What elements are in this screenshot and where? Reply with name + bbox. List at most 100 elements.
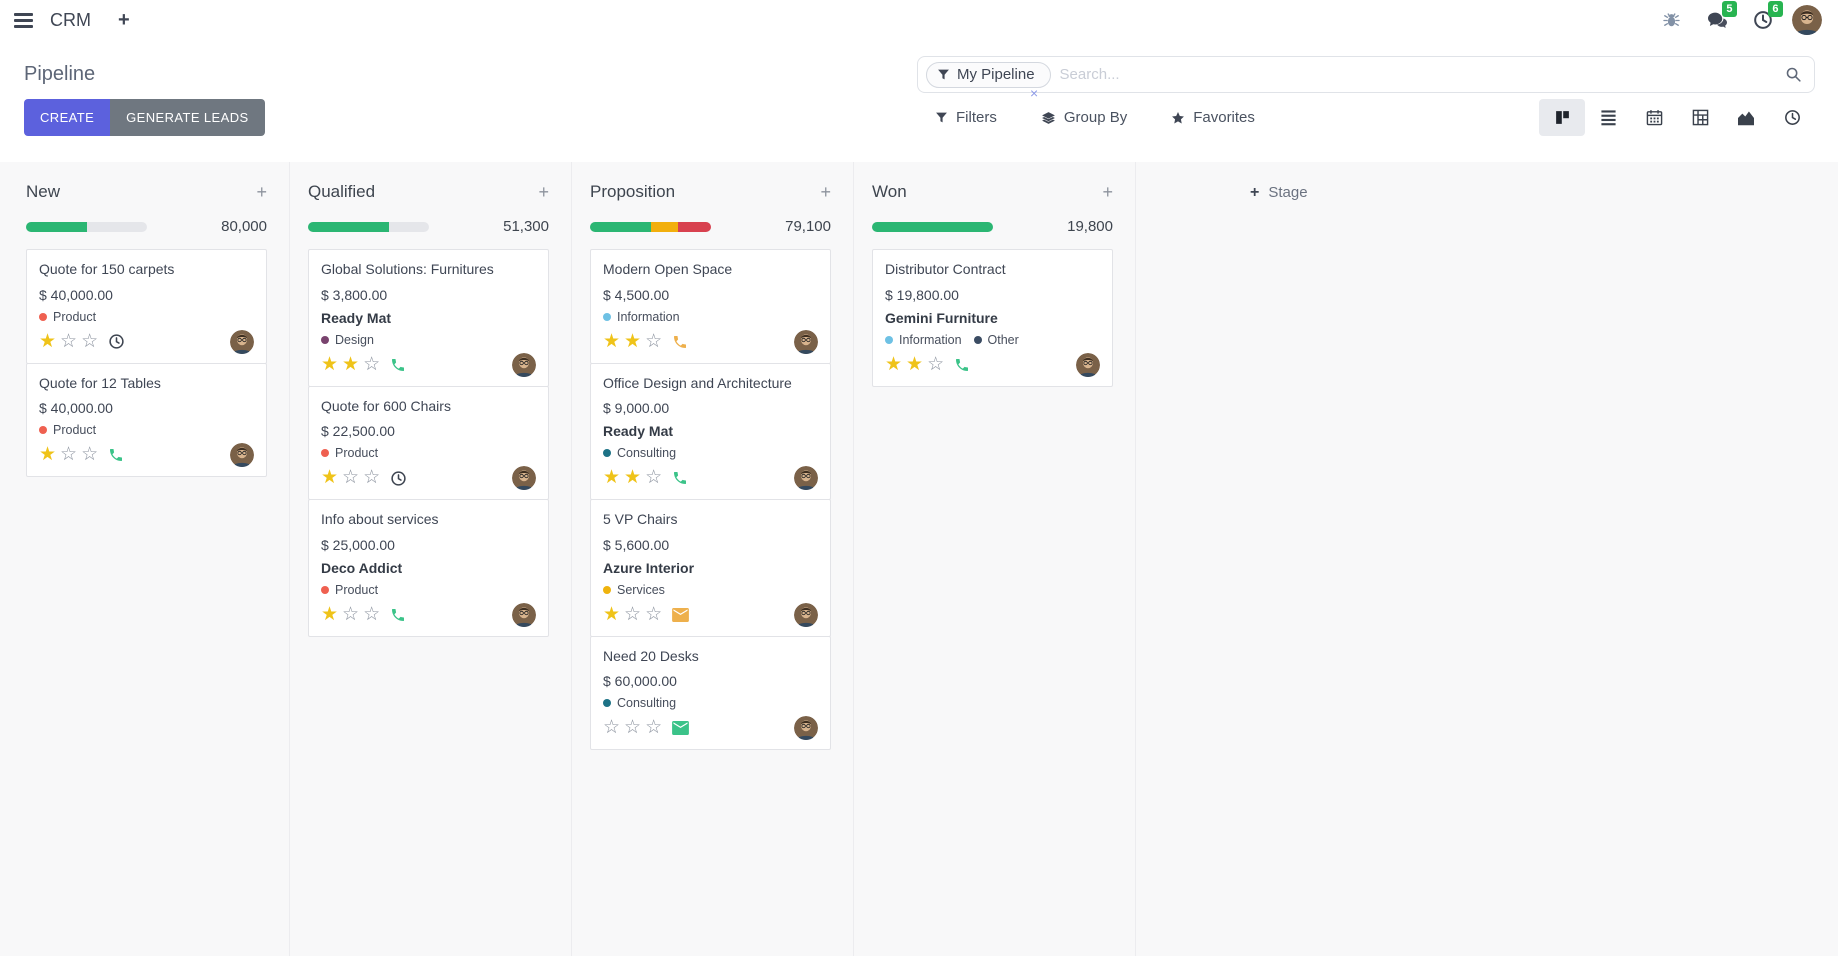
kanban-card[interactable]: Info about services $ 25,000.00 Deco Addic… bbox=[308, 499, 549, 637]
kanban-view-button[interactable] bbox=[1539, 99, 1585, 136]
graph-view-button[interactable] bbox=[1723, 99, 1769, 136]
add-card-button[interactable]: + bbox=[1102, 182, 1113, 202]
kanban-card[interactable]: Office Design and Architecture $ 9,000.00… bbox=[590, 362, 831, 500]
kanban-card[interactable]: Quote for 600 Chairs $ 22,500.00 Product ★ ☆… bbox=[308, 385, 549, 500]
star-icon[interactable]: ☆ bbox=[624, 603, 642, 625]
search-facet[interactable]: My Pipeline bbox=[926, 61, 1051, 88]
activity-view-button[interactable] bbox=[1769, 99, 1815, 136]
envelope-icon[interactable] bbox=[672, 721, 690, 735]
clock-icon[interactable] bbox=[108, 333, 125, 350]
column-progress-bar[interactable] bbox=[308, 221, 429, 232]
clock-icon[interactable] bbox=[390, 470, 407, 487]
star-icon[interactable]: ☆ bbox=[927, 353, 945, 375]
generate-leads-button[interactable]: GENERATE LEADS bbox=[110, 99, 265, 136]
assignee-avatar[interactable] bbox=[794, 716, 818, 740]
star-icon[interactable]: ★ bbox=[321, 353, 339, 375]
card-amount: $ 3,800.00 bbox=[321, 286, 388, 303]
kanban-card[interactable]: Quote for 150 carpets $ 40,000.00 Product ★… bbox=[26, 249, 267, 364]
star-icon[interactable]: ☆ bbox=[363, 353, 381, 375]
menu-toggle-icon[interactable] bbox=[12, 9, 35, 32]
phone-icon[interactable] bbox=[672, 334, 688, 350]
star-icon[interactable]: ☆ bbox=[645, 717, 663, 738]
create-button[interactable]: CREATE bbox=[24, 99, 111, 136]
facet-remove-icon[interactable]: × bbox=[1030, 85, 1039, 101]
star-icon[interactable]: ☆ bbox=[363, 603, 381, 625]
search-bar[interactable]: My Pipeline × bbox=[917, 56, 1815, 100]
assignee-avatar[interactable] bbox=[794, 466, 818, 490]
kanban-card[interactable]: Distributor Contract $ 19,800.00 Gemini Fu… bbox=[872, 249, 1113, 387]
bug-icon[interactable] bbox=[1654, 6, 1688, 34]
star-icon[interactable]: ☆ bbox=[60, 444, 78, 465]
star-icon[interactable]: ★ bbox=[342, 353, 360, 375]
star-icon[interactable]: ★ bbox=[321, 603, 339, 625]
star-icon[interactable]: ☆ bbox=[624, 717, 642, 738]
assignee-avatar[interactable] bbox=[1076, 352, 1100, 377]
star-icon[interactable]: ★ bbox=[885, 353, 903, 375]
card-title: Office Design and Architecture bbox=[603, 374, 792, 391]
phone-icon[interactable] bbox=[672, 470, 688, 486]
assignee-avatar[interactable] bbox=[230, 329, 254, 354]
star-icon[interactable]: ☆ bbox=[645, 603, 663, 625]
phone-icon[interactable] bbox=[390, 357, 406, 373]
card-amount: $ 60,000.00 bbox=[603, 673, 677, 689]
column-progress-bar[interactable] bbox=[872, 221, 993, 232]
star-icon[interactable]: ★ bbox=[39, 330, 57, 352]
assignee-avatar[interactable] bbox=[230, 443, 254, 467]
add-card-button[interactable]: + bbox=[256, 182, 267, 202]
favorites-menu-label: Favorites bbox=[1193, 109, 1255, 126]
search-icon[interactable] bbox=[1785, 66, 1802, 83]
kanban-card[interactable]: Global Solutions: Furnitures $ 3,800.00 Re… bbox=[308, 249, 549, 387]
star-icon[interactable]: ★ bbox=[321, 467, 339, 488]
column-progress-row: 79,100 bbox=[590, 218, 831, 235]
column-progress-bar[interactable] bbox=[26, 221, 147, 232]
star-icon[interactable]: ★ bbox=[603, 467, 621, 488]
plus-icon[interactable]: + bbox=[118, 9, 130, 31]
star-icon[interactable]: ★ bbox=[624, 467, 642, 488]
star-icon[interactable]: ☆ bbox=[342, 603, 360, 625]
assignee-avatar[interactable] bbox=[794, 329, 818, 354]
card-bottom-row: ★ ★ ☆ bbox=[321, 352, 536, 377]
star-icon[interactable]: ☆ bbox=[645, 467, 663, 488]
star-icon[interactable]: ☆ bbox=[81, 444, 99, 465]
add-card-button[interactable]: + bbox=[820, 182, 831, 202]
star-icon[interactable]: ☆ bbox=[363, 467, 381, 488]
star-icon[interactable]: ★ bbox=[603, 603, 621, 625]
phone-icon[interactable] bbox=[954, 357, 970, 373]
kanban-card[interactable]: Modern Open Space $ 4,500.00 Information ★ ★… bbox=[590, 249, 831, 364]
star-icon[interactable]: ★ bbox=[624, 330, 642, 352]
calendar-view-button[interactable] bbox=[1631, 99, 1677, 136]
phone-icon[interactable] bbox=[108, 447, 124, 463]
star-icon[interactable]: ☆ bbox=[603, 717, 621, 738]
search-input[interactable] bbox=[1059, 66, 1785, 83]
kanban-card[interactable]: Quote for 12 Tables $ 40,000.00 Product ★ ☆ ☆ bbox=[26, 362, 267, 477]
star-icon[interactable]: ☆ bbox=[645, 330, 663, 352]
filters-menu[interactable]: Filters bbox=[935, 109, 997, 126]
activities-clock-icon[interactable]: 6 bbox=[1746, 1, 1783, 34]
star-icon[interactable]: ☆ bbox=[81, 330, 99, 352]
pivot-view-button[interactable] bbox=[1677, 99, 1723, 136]
envelope-icon[interactable] bbox=[672, 607, 690, 622]
star-icon[interactable]: ★ bbox=[603, 330, 621, 352]
add-stage-button[interactable]: + Stage bbox=[1250, 184, 1308, 201]
card-title: Need 20 Desks bbox=[603, 647, 699, 664]
kanban-card[interactable]: 5 VP Chairs $ 5,600.00 Azure Interior Servi… bbox=[590, 499, 831, 637]
page-title: Pipeline bbox=[24, 63, 96, 85]
favorites-menu[interactable]: Favorites bbox=[1171, 109, 1255, 126]
assignee-avatar[interactable] bbox=[794, 602, 818, 627]
app-name[interactable]: CRM bbox=[50, 9, 91, 30]
kanban-card[interactable]: Need 20 Desks $ 60,000.00 Consulting ☆ ☆ ☆ bbox=[590, 635, 831, 750]
star-icon[interactable]: ☆ bbox=[60, 330, 78, 352]
add-card-button[interactable]: + bbox=[538, 182, 549, 202]
phone-icon[interactable] bbox=[390, 607, 406, 623]
column-progress-bar[interactable] bbox=[590, 221, 711, 232]
user-avatar[interactable] bbox=[1792, 5, 1822, 35]
messages-icon[interactable]: 5 bbox=[1700, 1, 1737, 34]
list-view-button[interactable] bbox=[1585, 99, 1631, 136]
group-by-menu[interactable]: Group By bbox=[1041, 109, 1127, 126]
star-icon[interactable]: ★ bbox=[39, 444, 57, 465]
star-icon[interactable]: ☆ bbox=[342, 467, 360, 488]
assignee-avatar[interactable] bbox=[512, 466, 536, 490]
assignee-avatar[interactable] bbox=[512, 602, 536, 627]
assignee-avatar[interactable] bbox=[512, 352, 536, 377]
star-icon[interactable]: ★ bbox=[906, 353, 924, 375]
